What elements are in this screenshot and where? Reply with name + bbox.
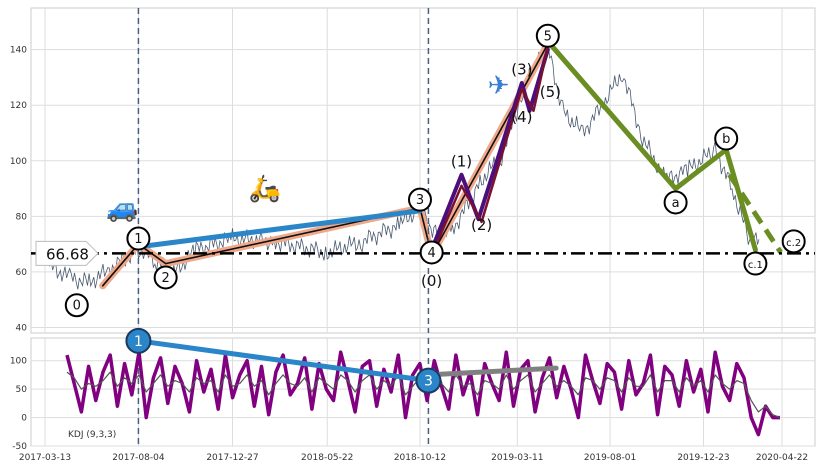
green-correction — [545, 38, 758, 253]
wave-point-marker — [153, 265, 178, 290]
scooter-icon: 🛵 — [249, 174, 281, 204]
maroon-sub-wave — [430, 45, 550, 257]
sub-wave-label: (5) — [540, 83, 561, 101]
wave-point-label: 0 — [73, 299, 81, 314]
price-y-tick-label: 40 — [16, 323, 28, 333]
car-icon: 🚙 — [106, 193, 138, 223]
x-tick-label: 2017-03-13 — [19, 453, 71, 463]
kdj-marker — [415, 367, 442, 394]
wave-point-marker — [419, 240, 444, 265]
wave-point-label: b — [722, 132, 730, 147]
wave-point-label: 5 — [544, 29, 552, 44]
support-label-box — [35, 240, 99, 266]
kdj-marker-label: 3 — [424, 374, 433, 390]
x-tick-label: 2020-04-22 — [756, 453, 808, 463]
kdj-y-tick-label: 50 — [16, 385, 28, 395]
wave-point-marker — [781, 229, 806, 254]
sub-wave-label: (2) — [471, 216, 492, 234]
sub-wave-label: (0) — [421, 272, 442, 290]
wave-point-marker — [126, 226, 151, 251]
wave-point-label: a — [672, 196, 680, 211]
wave-point-marker — [407, 187, 432, 212]
sub-wave-label: (3) — [511, 61, 532, 79]
blue-trend — [135, 208, 423, 250]
wave-point-marker — [714, 126, 739, 151]
blue-divergence-line — [135, 338, 431, 384]
wave-point-label: 1 — [134, 232, 142, 247]
airplane-icon: ✈ — [488, 71, 510, 101]
wave-point-label: c.1 — [748, 260, 763, 271]
price-y-tick-label: 120 — [10, 101, 27, 111]
x-tick-label: 2017-08-04 — [112, 453, 165, 463]
price-y-tick-label: 60 — [16, 268, 28, 278]
price-y-tick-label: 140 — [10, 46, 27, 56]
support-value-label: 66.68 — [46, 245, 89, 263]
x-tick-label: 2019-03-11 — [491, 453, 543, 463]
price-y-tick-label: 100 — [10, 157, 27, 167]
wave-point-marker — [535, 23, 560, 48]
wave-point-label: c.2 — [786, 238, 801, 249]
kdj-marker-label: 1 — [134, 334, 143, 350]
kdj-y-tick-label: 0 — [21, 414, 27, 424]
kdj-marker — [125, 327, 152, 354]
x-tick-label: 2018-10-12 — [394, 453, 446, 463]
x-tick-label: 2017-12-27 — [206, 453, 258, 463]
gray-divergence-line — [425, 365, 559, 378]
x-tick-label: 2019-08-01 — [584, 453, 636, 463]
kdj-y-tick-label: -50 — [12, 442, 27, 452]
price-y-tick-label: 80 — [16, 212, 28, 222]
wave-point-label: 3 — [416, 193, 424, 208]
price-panel: 40 60 80 100 120 140 66.68 0 1 2 3 4 5 a b c.1 c.2 (0) (1)… — [10, 7, 816, 334]
kdj-panel: 2017-03-13 2017-08-04 2017-12-27 2018-05-22… — [10, 327, 816, 463]
green-dashed-projection — [727, 173, 783, 254]
kdj-y-tick-label: 100 — [10, 357, 27, 367]
wave-point-marker — [743, 251, 768, 276]
x-tick-label: 2018-05-22 — [301, 453, 353, 463]
wave-point-label: 4 — [428, 246, 436, 261]
purple-sub-wave — [429, 47, 550, 252]
sub-wave-label: (1) — [451, 152, 472, 170]
wave-point-marker — [64, 293, 89, 318]
wave-point-marker — [663, 190, 688, 215]
black-trend — [101, 43, 549, 287]
wave-point-label: 2 — [162, 271, 170, 286]
sub-wave-label: (4) — [511, 108, 532, 126]
kdj-annotation: KDJ (9,3,3) — [68, 430, 116, 440]
x-tick-label: 2019-12-23 — [677, 453, 729, 463]
